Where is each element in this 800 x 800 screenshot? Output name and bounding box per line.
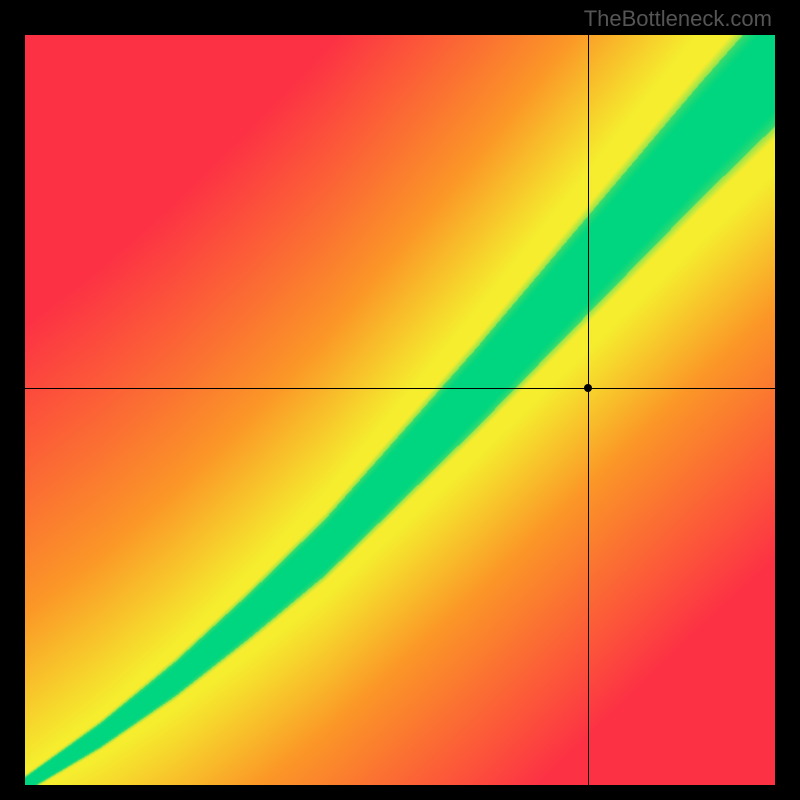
crosshair-vertical <box>588 35 589 785</box>
crosshair-horizontal <box>25 388 775 389</box>
crosshair-marker <box>584 384 592 392</box>
bottleneck-heatmap <box>25 35 775 785</box>
heatmap-canvas <box>25 35 775 785</box>
watermark-text: TheBottleneck.com <box>584 6 772 32</box>
